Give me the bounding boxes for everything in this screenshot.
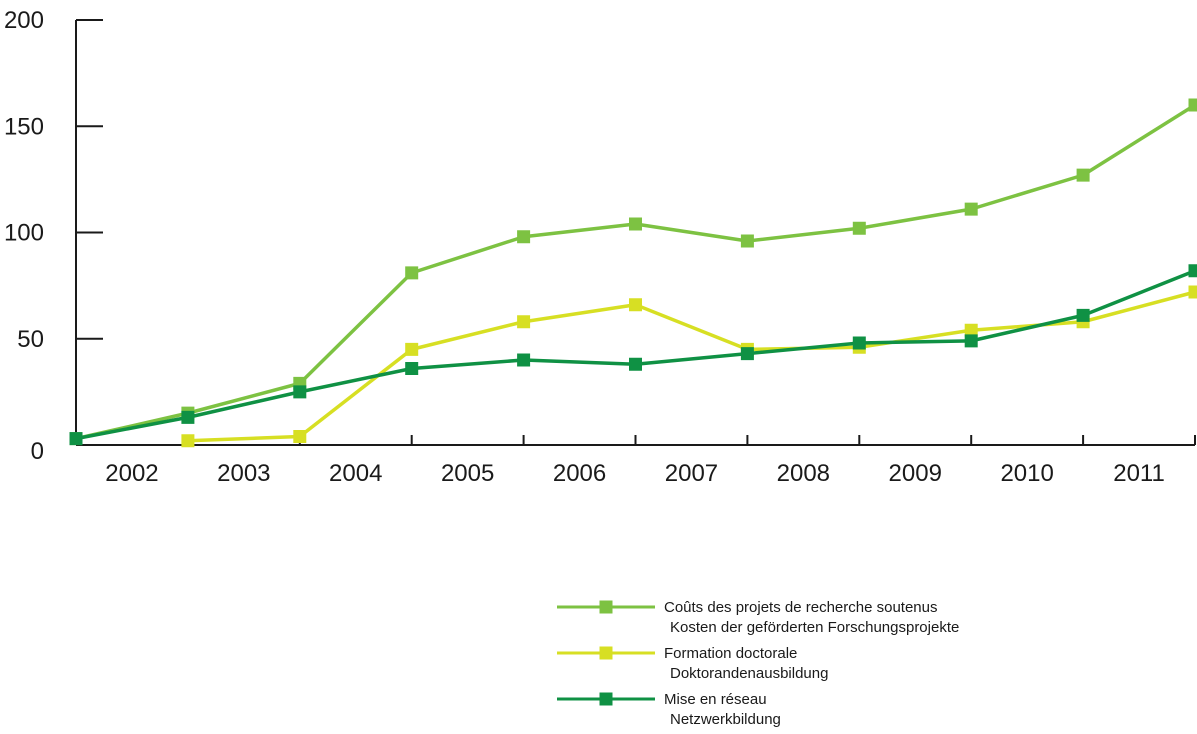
series-formation-doctorale [181,285,1197,448]
series-line [75,103,1196,441]
series-layer [69,98,1197,448]
data-point [181,434,195,448]
y-tick-label: 100 [4,220,44,247]
x-tick-label: 2006 [553,460,606,487]
x-axis: 2002 2003 2004 2005 2006 2007 2008 2009 2010 2011… [76,435,1196,487]
legend-label: Mise en réseau [664,691,767,708]
data-point [1188,285,1197,299]
data-point [517,353,531,367]
y-tick-label: 150 [4,113,44,140]
x-tick-label: 2011 [1113,460,1165,487]
series-line [75,269,1196,441]
data-point [1076,308,1090,322]
legend-label: Coûts des projets de recherche soutenus [664,599,938,616]
data-point [69,432,83,446]
legend-label: Formation doctorale [664,645,797,662]
data-point [181,410,195,424]
x-tick-label: 2008 [777,460,830,487]
data-point [964,334,978,348]
legend: Coûts des projets de recherche soutenus K… [557,599,959,728]
data-point [740,234,754,248]
series-line [187,290,1196,443]
x-tick-label: 2002 [105,460,158,487]
data-point [293,385,307,399]
legend-swatch-marker [599,646,613,660]
data-point [740,347,754,361]
data-point [405,266,419,280]
data-point [964,323,978,337]
y-tick-label: 200 [4,7,44,34]
x-tick-label: 2007 [665,460,718,487]
y-axis: 0 50 100 150 200 [4,7,103,465]
legend-swatch-marker [599,600,613,614]
data-point [629,298,642,312]
data-point [1076,168,1090,182]
series-mise-en-reseau [69,264,1197,446]
y-tick-label: 0 [31,438,44,465]
legend-label-secondary: Doktorandenausbildung [670,665,828,682]
data-point [405,342,419,356]
data-point [293,430,307,443]
data-point [629,217,642,231]
data-point [1188,98,1197,112]
data-point [1188,264,1197,278]
x-tick-label: 2003 [217,460,270,487]
legend-label-secondary: Netzwerkbildung [670,711,781,728]
legend-item: Formation doctorale Doktorandenausbildung [557,645,828,682]
x-tick-label: 2009 [889,460,942,487]
data-point [852,221,866,235]
data-point [405,362,419,375]
data-point [517,315,531,329]
data-point [629,357,642,371]
series-couts-des-projets-de-recherche-soutenus [69,98,1197,446]
data-point [964,202,978,216]
legend-swatch-marker [599,692,613,706]
y-tick-label: 50 [17,326,44,353]
x-tick-label: 2010 [1000,460,1053,487]
x-tick-label: 2005 [441,460,494,487]
data-point [852,336,866,350]
legend-item: Mise en réseau Netzwerkbildung [557,691,781,728]
x-tick-label: 2004 [329,460,382,487]
legend-item: Coûts des projets de recherche soutenus K… [557,599,959,636]
legend-label-secondary: Kosten der geförderten Forschungsprojekt… [670,619,959,636]
data-point [517,230,531,244]
